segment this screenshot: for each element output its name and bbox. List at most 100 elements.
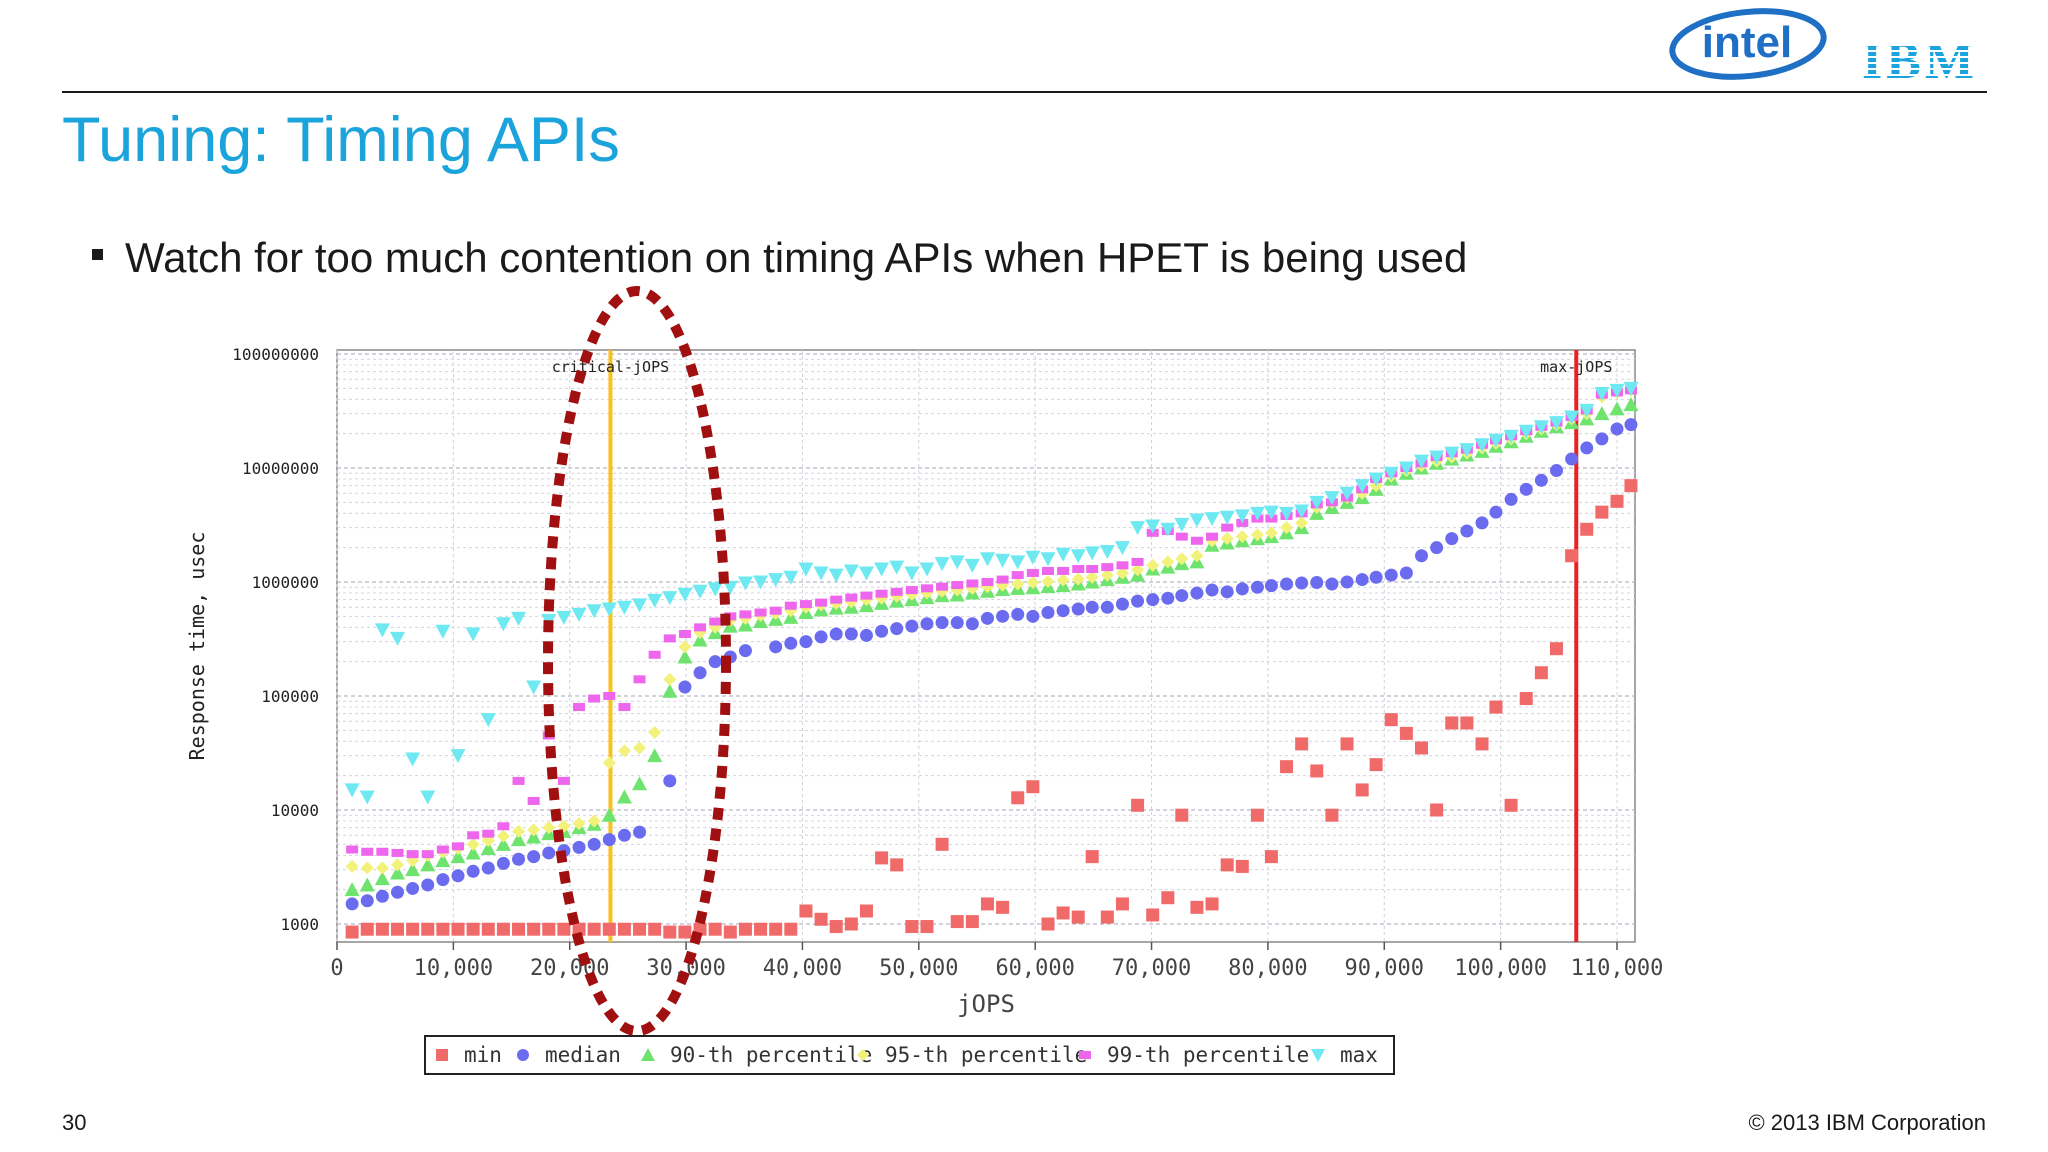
data-point (1579, 403, 1595, 418)
data-point (875, 589, 888, 598)
y-tick-label: 1000000 (252, 573, 319, 592)
data-point (1160, 522, 1176, 537)
data-point (480, 840, 496, 855)
data-point (1041, 606, 1055, 620)
data-point (1250, 528, 1264, 542)
data-point (633, 741, 647, 755)
data-point (496, 922, 510, 936)
data-point (1131, 798, 1145, 812)
data-point (738, 922, 752, 936)
data-point (421, 850, 434, 859)
data-point (1249, 506, 1265, 521)
data-point (526, 829, 542, 844)
data-point (784, 636, 798, 650)
intel-logo-text: intel (1702, 18, 1792, 67)
data-point (467, 831, 480, 840)
copyright-text: © 2013 IBM Corporation (1748, 1110, 1986, 1135)
data-point (1264, 850, 1278, 864)
data-point (979, 552, 995, 567)
data-point (1310, 764, 1324, 778)
x-tick-label: 60,000 (995, 956, 1074, 981)
data-point (391, 922, 405, 936)
data-point (905, 920, 919, 934)
data-point (1115, 597, 1129, 611)
data-point (1161, 891, 1175, 905)
data-point (677, 649, 693, 664)
data-point (875, 851, 889, 865)
bullet-text: Watch for too much contention on timing … (125, 234, 1468, 281)
data-point (1295, 516, 1309, 530)
data-point (374, 871, 390, 886)
data-point (1325, 577, 1339, 591)
data-point (754, 608, 767, 617)
data-point (1565, 452, 1579, 466)
data-point (678, 680, 692, 694)
data-point (813, 566, 829, 581)
data-point (617, 744, 631, 758)
data-point (481, 922, 495, 936)
data-point (632, 598, 648, 613)
data-point (1549, 464, 1563, 478)
data-point (527, 850, 541, 864)
data-point (1354, 479, 1370, 494)
data-point (1445, 532, 1459, 546)
data-point (966, 579, 979, 588)
data-point (843, 564, 859, 579)
data-point (1295, 737, 1309, 751)
data-point (905, 586, 918, 595)
legend-label: 90-th percentile (670, 1043, 872, 1067)
x-tick-label: 20,000 (530, 956, 609, 981)
data-point (436, 845, 449, 854)
data-point (1534, 666, 1548, 680)
data-point (390, 631, 406, 646)
data-point (829, 627, 843, 641)
data-point (1310, 575, 1324, 589)
data-point (694, 623, 707, 632)
data-point (602, 833, 616, 847)
data-point (497, 822, 510, 831)
data-point (1623, 381, 1639, 396)
data-point (815, 598, 828, 607)
data-point (1011, 577, 1025, 591)
data-point (1309, 495, 1325, 510)
data-point (1250, 580, 1264, 594)
data-point (512, 824, 526, 838)
data-point (1190, 549, 1204, 563)
data-point (1399, 566, 1413, 580)
y-tick-label: 10000000 (242, 459, 319, 478)
data-point (406, 922, 420, 936)
highlight-ellipse (543, 286, 731, 1036)
data-point (1205, 897, 1219, 911)
data-point (769, 640, 783, 654)
data-point (375, 889, 389, 903)
data-point (648, 725, 662, 739)
data-point (1084, 546, 1100, 561)
data-point (1041, 917, 1055, 931)
data-point (798, 562, 814, 577)
data-point (1533, 420, 1549, 435)
data-point (1189, 513, 1205, 528)
data-point (858, 566, 874, 581)
data-point (935, 837, 949, 851)
data-point (920, 617, 934, 631)
data-point (1146, 908, 1160, 922)
data-point (603, 692, 616, 700)
data-point (1503, 429, 1519, 444)
data-point (1204, 512, 1220, 527)
y-tick-label: 100000000 (232, 345, 319, 364)
data-point (1264, 526, 1278, 540)
x-axis-label: jOPS (957, 990, 1015, 1018)
data-point (965, 617, 979, 631)
data-point (632, 776, 648, 791)
data-point (465, 845, 481, 860)
data-point (1190, 900, 1204, 914)
data-point (1234, 509, 1250, 524)
data-point (1383, 466, 1399, 481)
bullet-item: Watch for too much contention on timing … (92, 234, 1467, 282)
data-point (345, 859, 359, 873)
data-point (784, 922, 798, 936)
data-point (1071, 572, 1085, 586)
data-point (1057, 566, 1070, 575)
data-point (647, 593, 663, 608)
